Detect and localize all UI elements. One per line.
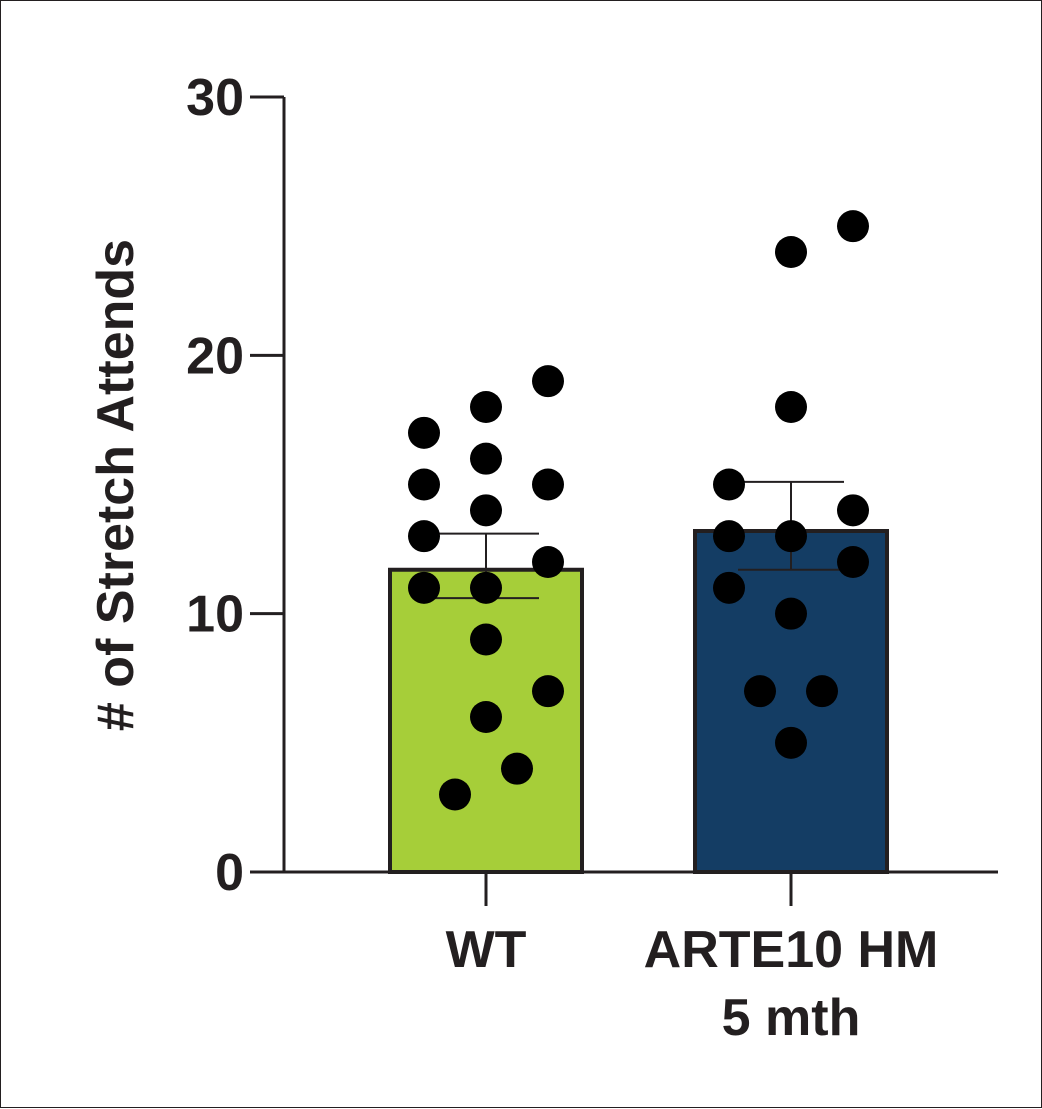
- x-category-label-1-0: ARTE10 HM: [644, 921, 939, 979]
- data-point-0-7: [470, 494, 502, 527]
- y-tick-label-20: 20: [186, 327, 244, 385]
- data-point-0-0: [408, 416, 440, 449]
- data-point-1-9: [806, 675, 838, 708]
- data-point-0-9: [470, 623, 502, 656]
- y-tick-label-30: 30: [186, 69, 244, 127]
- y-tick-label-10: 10: [186, 586, 244, 644]
- data-point-0-4: [439, 778, 471, 811]
- data-points: [408, 210, 869, 811]
- data-point-1-10: [837, 210, 869, 243]
- data-point-1-3: [744, 675, 776, 708]
- data-point-0-15: [532, 675, 564, 708]
- data-point-1-1: [713, 520, 745, 553]
- data-point-1-11: [837, 494, 869, 527]
- data-point-1-6: [775, 520, 807, 553]
- data-point-0-13: [532, 468, 564, 501]
- x-category-label-0-0: WT: [446, 921, 527, 979]
- data-point-1-5: [775, 391, 807, 423]
- data-point-1-12: [837, 546, 869, 578]
- data-point-0-3: [408, 571, 440, 604]
- data-point-1-8: [775, 726, 807, 759]
- data-point-1-0: [713, 468, 745, 501]
- y-axis-title: # of Stretch Attends: [87, 239, 145, 731]
- data-point-1-2: [713, 571, 745, 604]
- data-point-0-11: [501, 752, 533, 785]
- data-point-0-12: [532, 365, 564, 398]
- data-point-0-2: [408, 520, 440, 553]
- data-point-0-6: [470, 442, 502, 475]
- labels: # of Stretch Attends WT ARTE10 HM 5 mth: [87, 239, 938, 1047]
- data-point-0-8: [470, 571, 502, 604]
- data-point-0-1: [408, 468, 440, 501]
- data-point-1-4: [775, 236, 807, 268]
- data-point-0-10: [470, 701, 502, 733]
- data-point-0-14: [532, 546, 564, 578]
- y-tick-label-0: 0: [215, 844, 244, 902]
- data-point-1-7: [775, 597, 807, 630]
- x-category-label-1-1: 5 mth: [722, 989, 861, 1047]
- data-point-0-5: [470, 391, 502, 423]
